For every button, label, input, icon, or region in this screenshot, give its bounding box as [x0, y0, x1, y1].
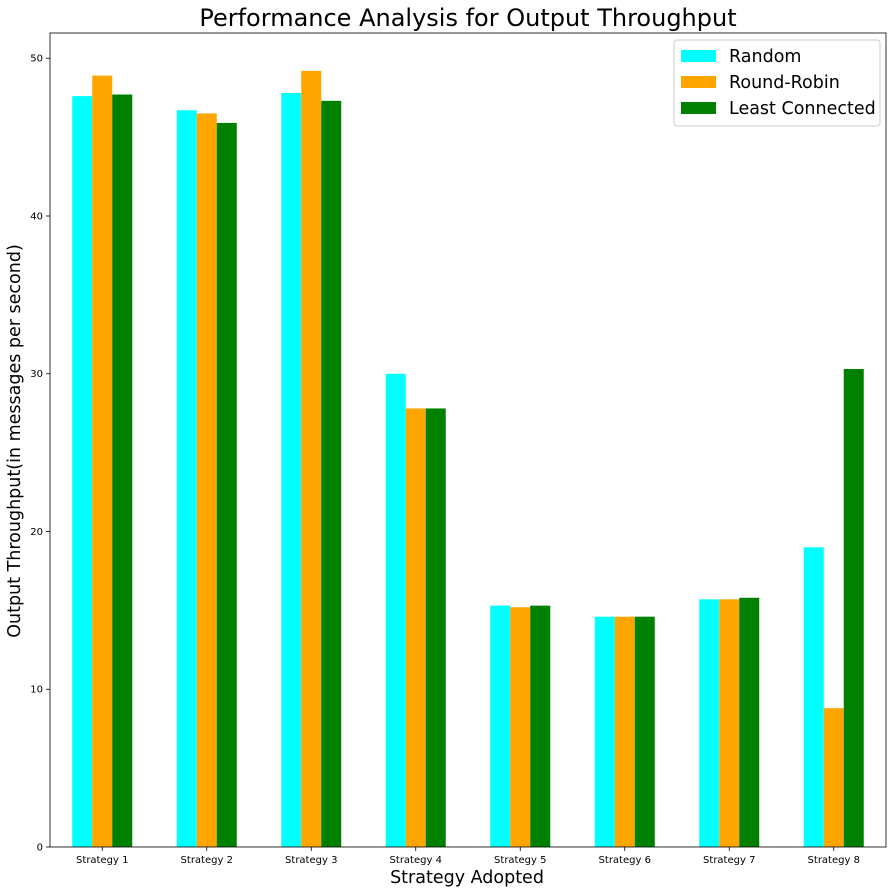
x-tick-label: Strategy 3	[285, 855, 337, 866]
x-tick-label: Strategy 1	[76, 855, 128, 866]
bar-least-connected-1	[112, 94, 133, 847]
bar-round-robin-4	[405, 408, 426, 847]
legend: Random Round-Robin Least Connected	[673, 39, 881, 127]
bar-random-8	[803, 547, 824, 847]
x-tick-label: Strategy 7	[703, 855, 755, 866]
legend-label: Round-Robin	[729, 73, 840, 93]
y-axis-label: Output Throughput(in messages per second…	[5, 244, 25, 638]
y-tick-label: 0	[37, 843, 43, 854]
y-tick-label: 50	[30, 54, 43, 65]
bar-random-5	[490, 605, 511, 847]
x-tick-label: Strategy 5	[494, 855, 546, 866]
x-axis-label: Strategy Adopted	[390, 868, 544, 888]
bar-random-1	[72, 96, 93, 848]
bar-random-4	[385, 373, 406, 847]
bar-round-robin-8	[823, 708, 844, 847]
y-tick-label: 10	[30, 685, 43, 696]
bar-round-robin-3	[301, 70, 322, 847]
bar-random-6	[594, 616, 615, 847]
x-tick-label: Strategy 2	[181, 855, 233, 866]
legend-label: Least Connected	[729, 99, 876, 119]
bar-least-connected-5	[530, 605, 551, 847]
bar-random-7	[699, 599, 720, 847]
bar-round-robin-2	[196, 113, 217, 847]
legend-swatch	[681, 76, 716, 88]
bar-least-connected-4	[425, 408, 446, 847]
x-tick-label: Strategy 4	[390, 855, 442, 866]
axes-frame	[49, 32, 887, 848]
y-tick-label: 40	[30, 211, 43, 222]
bar-round-robin-5	[510, 607, 531, 847]
legend-swatch	[681, 50, 716, 62]
bar-round-robin-7	[719, 599, 740, 847]
bar-least-connected-2	[216, 122, 237, 848]
chart-title: Performance Analysis for Output Throughp…	[199, 4, 736, 32]
bar-least-connected-3	[321, 100, 342, 848]
x-tick-label: Strategy 6	[599, 855, 651, 866]
bar-round-robin-6	[614, 616, 635, 847]
legend-label: Random	[729, 47, 801, 67]
legend-box	[673, 39, 881, 127]
bar-least-connected-7	[739, 597, 760, 847]
bar-random-3	[281, 92, 302, 847]
bar-least-connected-8	[843, 369, 864, 847]
bar-round-robin-1	[92, 75, 113, 848]
x-tick-label: Strategy 8	[808, 855, 860, 866]
plot-area: 0 10 20 30 40 50 Strategy 1 Strategy 2 Strategy …	[30, 32, 887, 866]
bar-least-connected-6	[634, 616, 655, 847]
y-tick-label: 20	[30, 527, 43, 538]
bar-random-2	[176, 110, 197, 847]
legend-swatch	[681, 102, 716, 114]
y-tick-label: 30	[30, 369, 43, 380]
